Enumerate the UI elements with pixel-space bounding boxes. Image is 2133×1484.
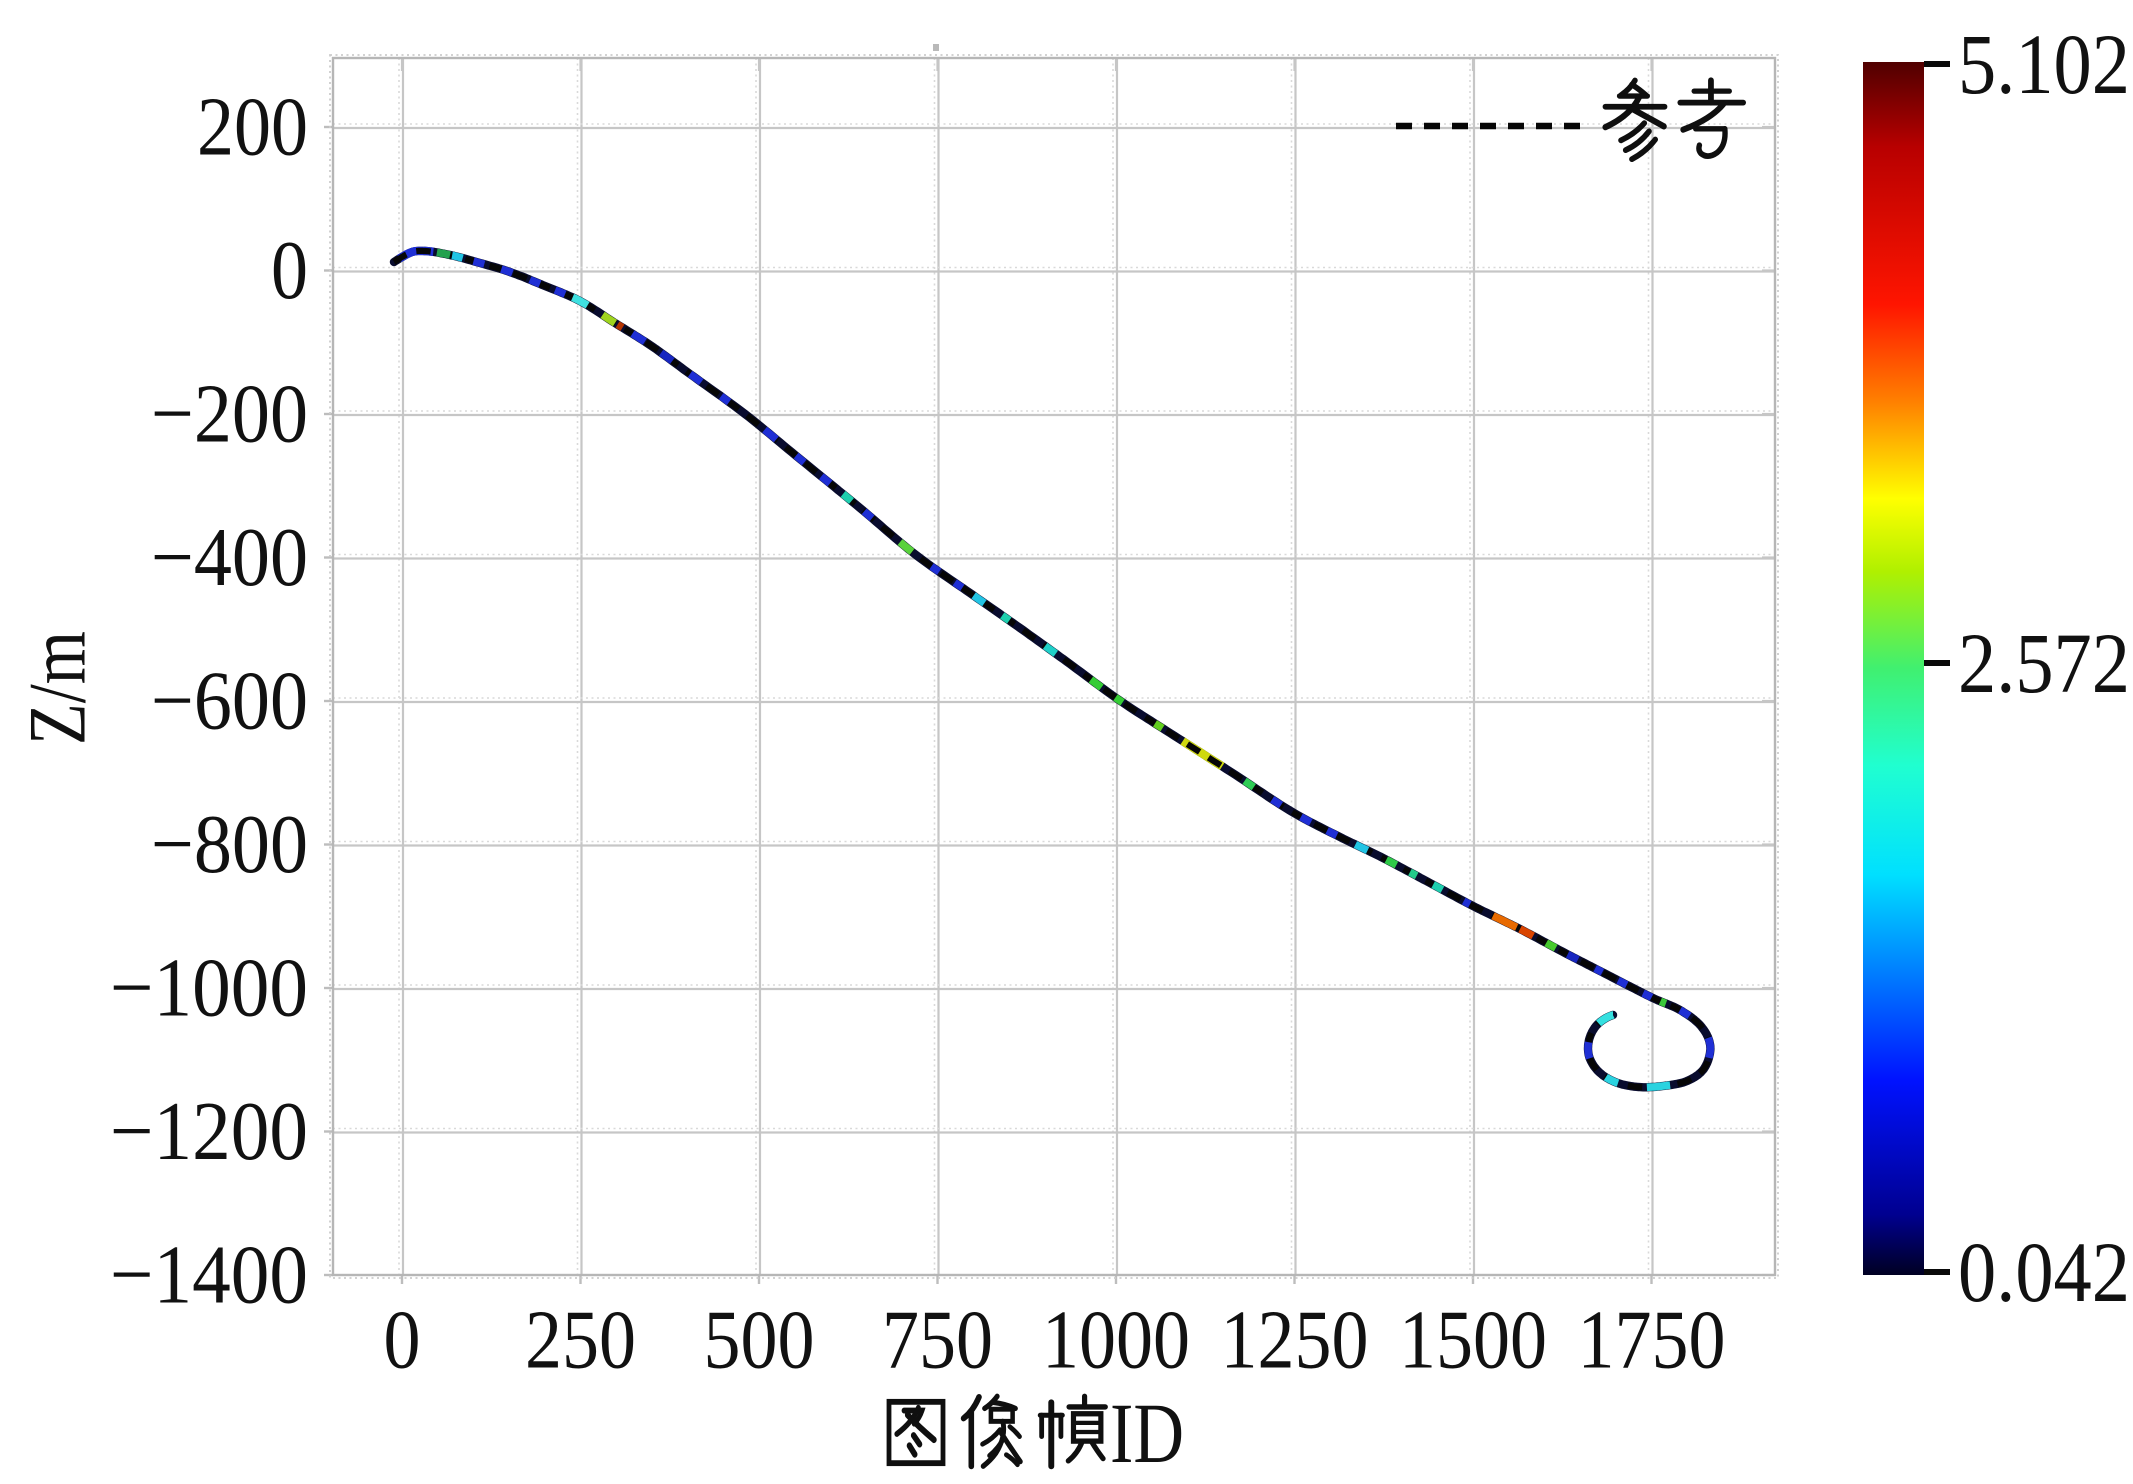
svg-text:−1200: −1200 bbox=[110, 1085, 308, 1178]
svg-text:−1000: −1000 bbox=[110, 942, 308, 1035]
svg-text:2.572: 2.572 bbox=[1958, 615, 2130, 711]
svg-text:1250: 1250 bbox=[1221, 1294, 1369, 1387]
svg-text:250: 250 bbox=[525, 1294, 636, 1387]
svg-text:5.102: 5.102 bbox=[1958, 16, 2130, 112]
svg-text:0: 0 bbox=[384, 1294, 421, 1387]
svg-text:1000: 1000 bbox=[1042, 1294, 1190, 1387]
svg-text:1500: 1500 bbox=[1399, 1294, 1547, 1387]
svg-text:−200: −200 bbox=[151, 368, 308, 461]
svg-text:1750: 1750 bbox=[1578, 1294, 1726, 1387]
svg-text:750: 750 bbox=[882, 1294, 993, 1387]
svg-text:−800: −800 bbox=[151, 798, 308, 891]
svg-text:−1400: −1400 bbox=[110, 1229, 308, 1322]
svg-text:ID: ID bbox=[1110, 1385, 1184, 1481]
svg-text:200: 200 bbox=[197, 81, 308, 174]
svg-text:−400: −400 bbox=[151, 511, 308, 604]
svg-text:0.042: 0.042 bbox=[1958, 1224, 2130, 1320]
svg-text:0: 0 bbox=[271, 224, 308, 317]
svg-text:−600: −600 bbox=[151, 655, 308, 748]
svg-text:500: 500 bbox=[704, 1294, 815, 1387]
svg-text:Z/m: Z/m bbox=[12, 631, 103, 745]
